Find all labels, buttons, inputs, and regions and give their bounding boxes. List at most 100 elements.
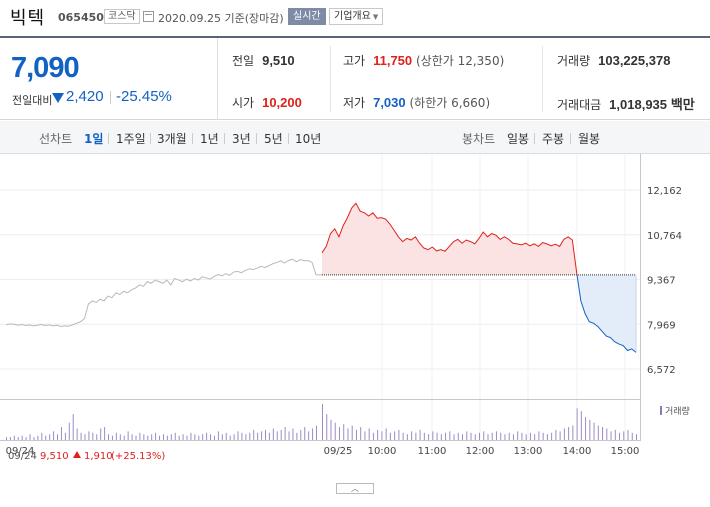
- candle-chart-label: 봉차트: [462, 132, 496, 146]
- volume-bar: [9, 437, 11, 440]
- tab-5y[interactable]: 5년: [264, 132, 283, 146]
- volume-bar: [312, 428, 314, 440]
- volume-bar: [440, 434, 442, 440]
- line-chart-label: 선차트: [39, 132, 73, 146]
- volume-bar: [151, 434, 153, 440]
- stock-code: 065450: [58, 11, 104, 24]
- volume-bar: [419, 429, 421, 440]
- volume-bar: [529, 432, 531, 440]
- stock-name[interactable]: 빅텍: [10, 8, 46, 29]
- volume-bar: [394, 431, 396, 440]
- volume-bar: [462, 434, 464, 440]
- volume-bar: [606, 428, 608, 440]
- calendar-icon: [143, 11, 154, 22]
- tab-1d[interactable]: 1일: [84, 132, 104, 146]
- volume-bar: [589, 419, 591, 440]
- volume-bar: [525, 434, 527, 440]
- volume-bar: [428, 434, 430, 440]
- volume-bar: [389, 432, 391, 440]
- volume-bar: [13, 435, 15, 440]
- volume-bar: [610, 431, 612, 440]
- x-axis-label: 12:00: [466, 446, 495, 457]
- volume-bar: [170, 434, 172, 440]
- volume-bar: [576, 408, 578, 440]
- volume-bar: [474, 434, 476, 440]
- volume-bar: [457, 432, 459, 440]
- tab-daily-candle[interactable]: 일봉: [507, 132, 530, 146]
- tab-monthly-candle[interactable]: 월봉: [578, 132, 601, 146]
- volume-bar: [512, 434, 514, 440]
- volume-bar: [29, 434, 31, 440]
- period-tabs: 선차트 1일 1주일 3개월 1년 3년 5년 10년 봉차트 일봉 주봉 월봉: [0, 121, 710, 154]
- volume-bar: [45, 435, 47, 440]
- chart-collapse-button[interactable]: ︿: [336, 483, 374, 494]
- volume-bar: [68, 422, 70, 440]
- current-price-box: 7,090 전일대비 2,420 -25.45%: [0, 38, 218, 120]
- volume-bar: [495, 431, 497, 440]
- chart-grid: [0, 189, 640, 370]
- current-price: 7,090: [11, 52, 80, 84]
- volume-bar: [88, 431, 90, 440]
- volume-bar: [190, 432, 192, 440]
- change-percent: -25.45%: [116, 88, 172, 105]
- volume-bar: [597, 425, 599, 440]
- volume-bar: [233, 434, 235, 440]
- volume-bar: [334, 422, 336, 440]
- price-summary: 7,090 전일대비 2,420 -25.45% 전일 9,510 고가 11,75…: [0, 36, 710, 120]
- volume-bar: [504, 434, 506, 440]
- volume-bar: [355, 429, 357, 440]
- price-chart[interactable]: 12,162 10,764 9,367 7,969 6,572 09/24 09/25 10…: [0, 154, 710, 507]
- volume-bar: [466, 431, 468, 440]
- change-label: 전일대비: [12, 94, 53, 107]
- volume-bar: [41, 432, 43, 440]
- tab-weekly-candle[interactable]: 주봉: [542, 132, 565, 146]
- volume-bar: [316, 425, 317, 440]
- volume-bar: [253, 429, 255, 440]
- x-axis-label: 09/24: [6, 446, 35, 457]
- volume-bar: [96, 434, 98, 440]
- down-arrow-icon: [52, 93, 64, 103]
- stats-divider: [542, 46, 543, 112]
- chevron-up-icon: ︿: [351, 484, 359, 493]
- tab-3y[interactable]: 3년: [232, 132, 251, 146]
- volume-bar: [178, 435, 180, 440]
- tab-separator: [256, 133, 257, 144]
- volume-bar: [623, 431, 625, 440]
- volume-bar: [76, 428, 78, 440]
- volume-bar: [135, 435, 137, 440]
- realtime-button[interactable]: 실시간: [288, 8, 326, 25]
- stat-low-value: 7,030: [373, 95, 406, 110]
- volume-bar: [326, 414, 328, 440]
- tab-3m[interactable]: 3개월: [157, 132, 187, 146]
- volume-bar: [546, 434, 548, 440]
- volume-bar: [483, 431, 485, 440]
- today-up-line: [321, 202, 578, 275]
- volume-bar: [453, 434, 455, 440]
- volume-bar: [542, 432, 544, 440]
- volume-bar: [84, 434, 86, 440]
- stat-low-sub: (하한가 6,660): [409, 96, 491, 110]
- volume-bar: [338, 427, 340, 440]
- volume-bar: [108, 434, 110, 440]
- stock-header: 빅텍 065450 코스닥 2020.09.25 기준(장마감) 실시간 기업개…: [0, 0, 710, 36]
- volume-bar: [372, 432, 374, 440]
- volume-bar: [432, 431, 434, 440]
- volume-bar: [636, 434, 637, 440]
- prev-day-change: 1,910: [84, 451, 113, 462]
- volume-bar: [217, 431, 219, 440]
- x-axis-label: 13:00: [514, 446, 543, 457]
- company-overview-dropdown[interactable]: 기업개요 ▼: [329, 8, 384, 25]
- tab-separator: [192, 133, 193, 144]
- y-axis-ticks: 12,162 10,764 9,367 7,969 6,572: [647, 186, 682, 376]
- volume-bar: [131, 434, 133, 440]
- tab-1y[interactable]: 1년: [200, 132, 219, 146]
- chart-fills: [322, 203, 636, 353]
- tab-1w[interactable]: 1주일: [116, 132, 146, 146]
- tab-10y[interactable]: 10년: [295, 132, 322, 146]
- volume-bar: [194, 434, 196, 440]
- x-axis-label: 09/25: [324, 446, 353, 457]
- change-separator: [110, 91, 111, 104]
- volume-bar: [508, 432, 510, 440]
- tab-separator: [108, 133, 109, 144]
- volume-bar: [241, 432, 243, 440]
